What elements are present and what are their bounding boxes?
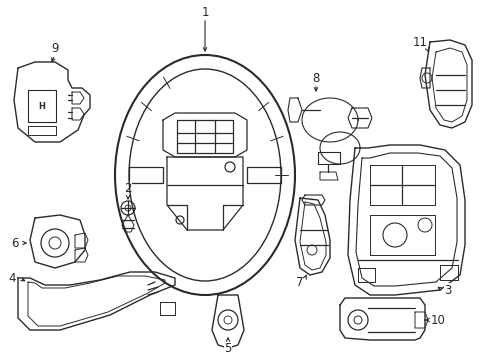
Text: 4: 4 [8, 271, 16, 284]
Text: 9: 9 [51, 41, 59, 54]
Text: 5: 5 [224, 342, 232, 355]
Text: 8: 8 [312, 72, 319, 85]
Text: 11: 11 [413, 36, 427, 49]
Text: 10: 10 [431, 314, 445, 327]
Text: 2: 2 [124, 181, 132, 194]
Text: 1: 1 [201, 5, 209, 18]
Text: 3: 3 [444, 284, 452, 297]
Text: H: H [39, 102, 46, 111]
Text: 7: 7 [296, 275, 304, 288]
Text: 6: 6 [11, 237, 19, 249]
